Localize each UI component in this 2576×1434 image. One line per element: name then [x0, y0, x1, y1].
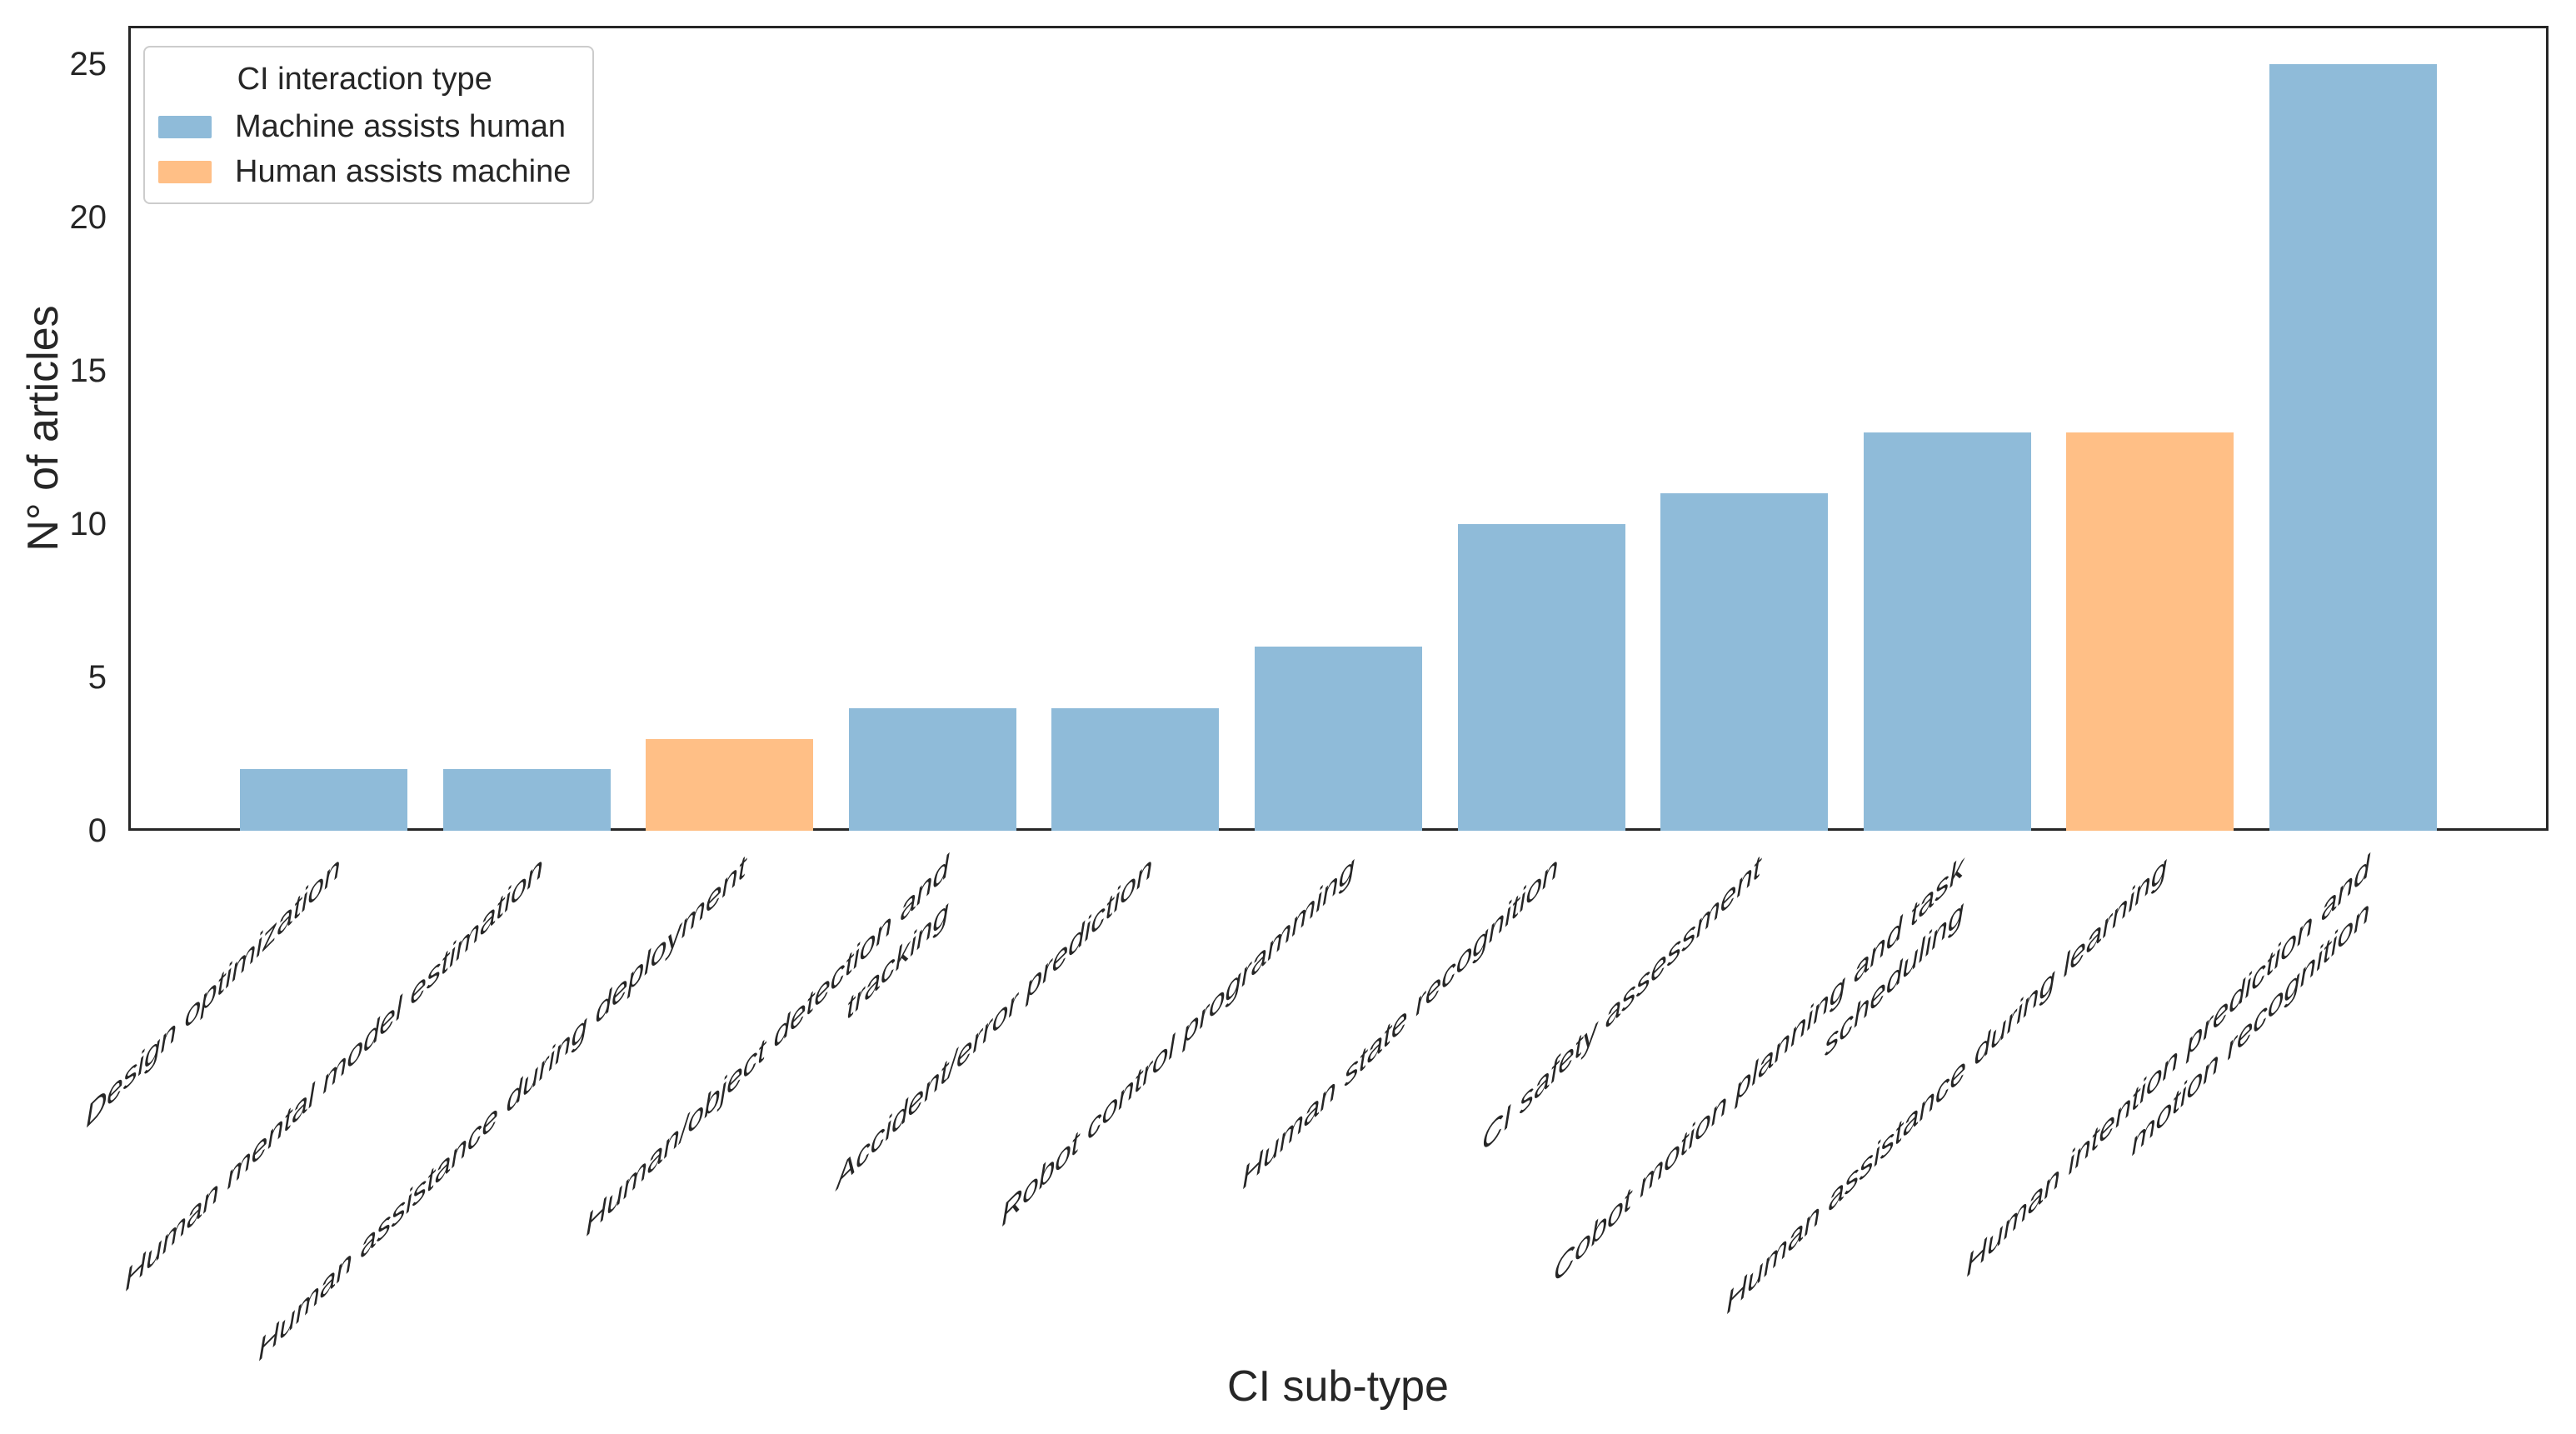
legend-swatch-human-assists-machine — [158, 160, 212, 183]
x-tick-label-human-mental-model-estimation: Human mental model estimation — [125, 848, 544, 1299]
legend-label: Machine assists human — [235, 109, 567, 144]
y-tick-label-25: 25 — [69, 46, 107, 82]
x-tick-label-human-object-detection-and-tracking: Human/object detection and tracking — [586, 848, 950, 1244]
bar-accident-error-prediction — [1051, 707, 1220, 831]
bar-robot-control-programming — [1255, 647, 1422, 831]
legend-label: Human assists machine — [235, 154, 572, 189]
x-tick-label-accident-error-prediction: Accident/error prediction — [836, 848, 1152, 1197]
legend-swatch-machine-assists-human — [158, 115, 212, 138]
bar-cobot-motion-planning-and-task-scheduling — [1863, 432, 2031, 831]
bar-human-state-recognition — [1457, 524, 1625, 831]
bar-ci-safety-assessment — [1660, 493, 1829, 831]
x-tick-label-human-state-recognition: Human state recognition — [1241, 848, 1559, 1197]
legend-title: CI interaction type — [237, 62, 492, 97]
legend: CI interaction type Machine assists huma… — [143, 46, 595, 204]
legend-entries: Machine assists human Human assists machi… — [158, 109, 571, 189]
bar-human-assistance-during-learning — [2066, 432, 2234, 831]
bar-design-optimization — [240, 769, 407, 831]
legend-entry-human-assists-machine: Human assists machine — [158, 154, 571, 189]
bar-human-object-detection-and-tracking — [848, 707, 1016, 831]
legend-entry-machine-assists-human: Machine assists human — [158, 109, 571, 144]
y-tick-label-20: 20 — [69, 199, 107, 236]
x-tick-label-human-intention-prediction-and-motion-recognition: Human intention prediction and motion re… — [1966, 848, 2370, 1285]
x-tick-label-robot-control-programming: Robot control programming — [1001, 848, 1355, 1235]
bar-human-intention-prediction-and-motion-recognition — [2269, 64, 2437, 831]
x-axis-title: CI sub-type — [1227, 1362, 1449, 1411]
bar-human-mental-model-estimation — [442, 769, 611, 831]
y-tick-label-15: 15 — [69, 352, 107, 389]
y-tick-label-5: 5 — [87, 659, 107, 696]
y-tick-label-10: 10 — [69, 506, 107, 542]
bar-human-assistance-during-deployment — [646, 738, 814, 831]
y-tick-label-0: 0 — [87, 812, 107, 849]
